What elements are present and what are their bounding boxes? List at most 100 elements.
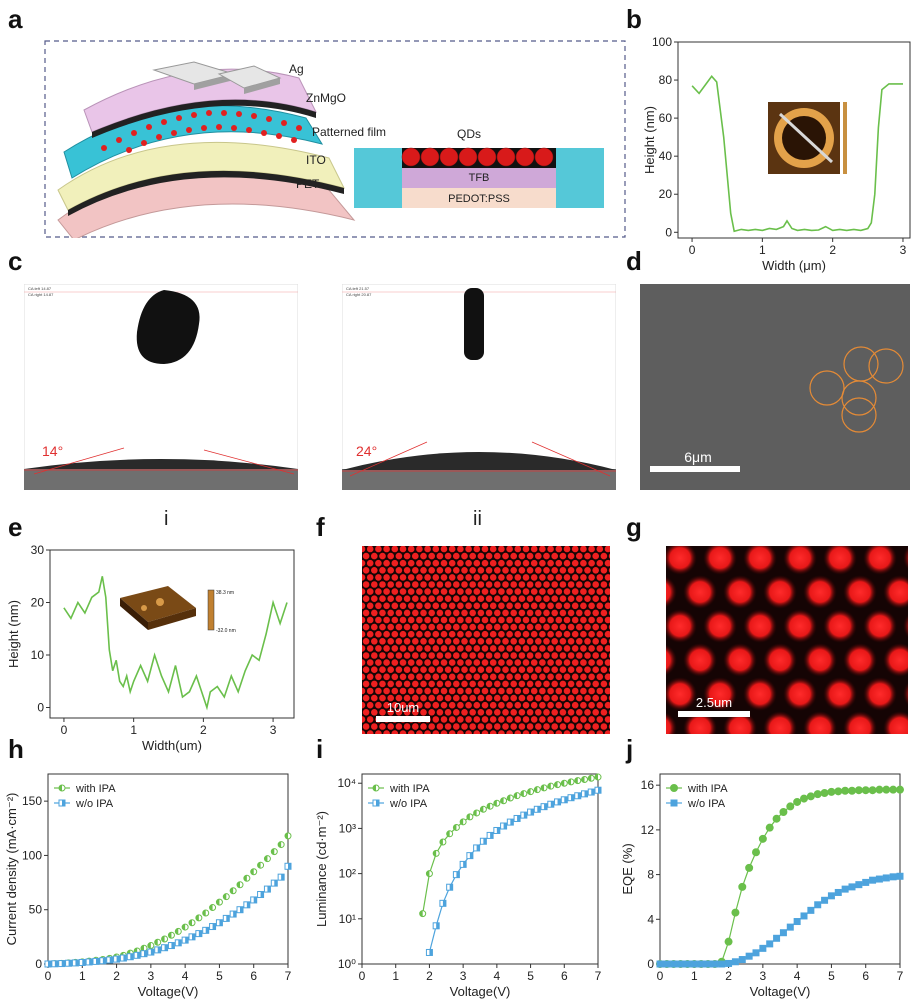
x-tick-label: 0 xyxy=(689,243,696,257)
data-point xyxy=(119,954,127,962)
y-tick-label: 0 xyxy=(647,957,654,971)
panel-letter-b: b xyxy=(626,4,642,34)
data-point xyxy=(554,798,562,806)
chart-b-height-profile: 0 1 2 3 0 20 40 60 80 100 Width (μm) Height (nm) xyxy=(642,35,911,273)
label-ag: Ag xyxy=(289,62,304,76)
y-tick-label: 10² xyxy=(339,867,356,881)
data-point xyxy=(243,874,251,882)
data-point xyxy=(520,811,528,819)
y-axis-label: Height (nm) xyxy=(6,600,21,668)
y-tick-label: 10⁰ xyxy=(338,957,356,971)
x-tick-label: 4 xyxy=(182,969,189,983)
x-tick-label: 1 xyxy=(79,969,86,983)
data-point xyxy=(841,885,849,893)
dot-array-f xyxy=(362,546,610,734)
sessile-drop-i xyxy=(24,459,298,469)
data-point xyxy=(425,948,433,956)
data-point xyxy=(500,822,508,830)
data-point xyxy=(882,874,890,882)
data-point xyxy=(758,834,767,843)
y-axis-label: EQE (%) xyxy=(620,843,635,894)
label-qds: QDs xyxy=(457,127,481,141)
dashed-frame xyxy=(44,40,626,238)
data-point xyxy=(533,805,541,813)
legend-label: with IPA xyxy=(687,783,728,795)
data-point xyxy=(704,960,712,968)
data-point xyxy=(800,794,808,803)
scale-label-f: 10um xyxy=(387,700,420,715)
data-point xyxy=(174,927,182,935)
data-point xyxy=(113,955,121,963)
data-point xyxy=(560,796,568,804)
data-point xyxy=(263,855,271,863)
data-point xyxy=(195,914,203,922)
legend-label: w/o IPA xyxy=(687,798,726,810)
fluorescence-pattern-f: 10um xyxy=(362,546,610,734)
data-point xyxy=(99,957,107,965)
data-point xyxy=(243,901,251,909)
x-tick-label: 6 xyxy=(561,969,568,983)
data-point xyxy=(670,784,678,792)
scale-bar-g xyxy=(678,711,750,717)
data-point xyxy=(452,871,460,879)
data-point xyxy=(827,892,835,900)
y-tick-label: 100 xyxy=(22,848,42,862)
y-tick-label: 150 xyxy=(22,794,42,808)
label-ito: ITO xyxy=(306,153,326,167)
label-pedot: PEDOT:PSS xyxy=(448,193,510,205)
y-tick-label: 0 xyxy=(37,701,44,715)
panel-letter-i: i xyxy=(316,734,324,764)
data-point xyxy=(58,960,66,968)
data-point xyxy=(459,860,467,868)
data-point xyxy=(875,785,884,794)
x-tick-label: 5 xyxy=(216,969,223,983)
data-point xyxy=(875,875,883,883)
x-tick-label: 3 xyxy=(760,969,767,983)
x-tick-label: 0 xyxy=(45,969,52,983)
contact-angle-image-i: CA:left 14.87 CA right 14.87 14° xyxy=(24,284,298,490)
data-point xyxy=(527,808,535,816)
data-point xyxy=(51,960,59,968)
data-point xyxy=(581,775,589,783)
data-point xyxy=(257,891,265,899)
data-point xyxy=(861,786,870,795)
x-axis-label: Width(um) xyxy=(142,738,202,753)
data-point xyxy=(466,852,474,860)
label-tfb: TFB xyxy=(469,172,490,184)
data-point xyxy=(154,946,162,954)
data-point xyxy=(594,773,602,781)
label-patterned-film: Patterned film xyxy=(312,125,386,139)
data-point xyxy=(718,960,726,968)
x-tick-label: 3 xyxy=(900,243,907,257)
data-point xyxy=(277,873,285,881)
data-point xyxy=(202,926,210,934)
x-tick-label: 2 xyxy=(725,969,732,983)
x-tick-label: 5 xyxy=(828,969,835,983)
data-point xyxy=(71,959,79,967)
data-point xyxy=(215,919,223,927)
data-point xyxy=(581,790,589,798)
data-point xyxy=(78,958,86,966)
data-point xyxy=(731,958,739,966)
panel-letter-c: c xyxy=(8,246,23,276)
data-point xyxy=(229,887,237,895)
droplet-i xyxy=(136,290,200,364)
data-point xyxy=(868,786,877,795)
inset-scale-min: -32.0 nm xyxy=(216,628,236,634)
device-schematic: Ag ZnMgO Patterned film ITO PET QDs TFB … xyxy=(44,40,626,238)
data-point xyxy=(711,960,719,968)
data-point xyxy=(574,792,582,800)
data-point xyxy=(506,794,514,802)
data-point xyxy=(154,938,162,946)
data-point xyxy=(250,896,258,904)
data-point xyxy=(820,789,829,797)
x-tick-label: 4 xyxy=(794,969,801,983)
y-axis-label: Luminance (cd·m⁻²) xyxy=(314,811,329,927)
y-tick-label: 100 xyxy=(652,35,672,49)
data-point xyxy=(236,881,244,889)
data-point xyxy=(284,832,292,840)
data-point xyxy=(92,957,100,965)
y-tick-label: 8 xyxy=(647,868,654,882)
cross-section-inset: QDs TFB PEDOT:PSS xyxy=(354,127,604,208)
